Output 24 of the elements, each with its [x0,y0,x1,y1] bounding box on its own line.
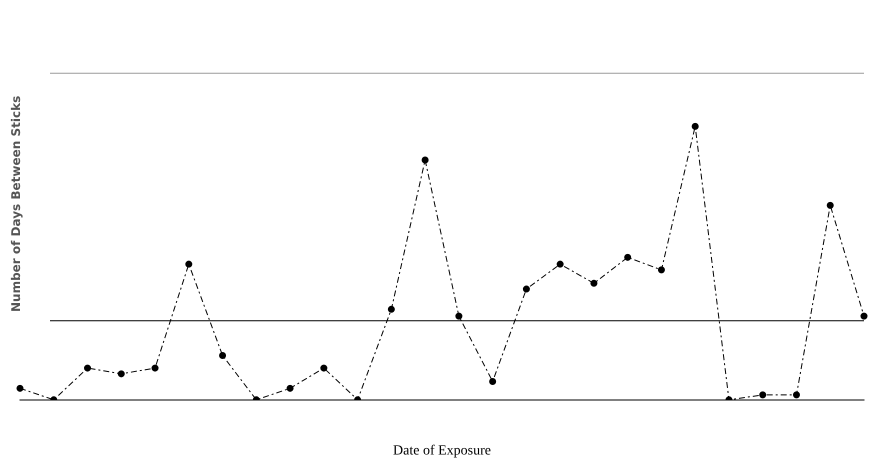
point [286,384,294,392]
y-axis-title: Number of Days Between Sticks [9,96,23,312]
x-axis-title: Date of Exposure [393,443,491,458]
point [219,352,226,359]
point [792,391,800,398]
point [826,202,834,209]
point [624,254,632,261]
point [455,312,462,320]
point [320,364,328,372]
point [16,384,24,392]
point [422,156,429,164]
point [118,370,125,378]
point [658,266,665,274]
point [860,312,868,320]
point [489,378,496,385]
point [759,391,766,398]
point [388,306,395,313]
point [185,260,192,268]
point [590,280,598,287]
point [522,286,530,293]
point [84,364,92,372]
point [692,122,699,130]
point [556,260,564,268]
point [152,364,159,372]
